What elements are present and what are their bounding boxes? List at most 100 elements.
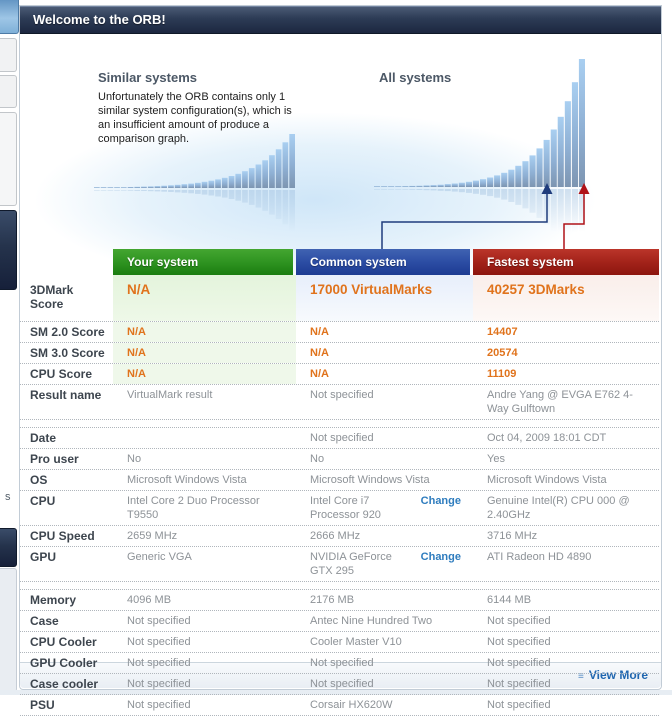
table-row: Memory 4096 MB 2176 MB 6144 MB xyxy=(20,589,659,611)
comparison-table: Your system Common system Fastest system… xyxy=(20,249,659,716)
view-more-link[interactable]: ≡ View More xyxy=(578,663,648,689)
fastest-system-cell: ATI Radeon HD 4890 xyxy=(487,551,592,563)
sidebar-fragment-dark-header-1[interactable] xyxy=(0,210,17,290)
your-system-cell: N/A xyxy=(113,322,296,342)
row-label: Result name xyxy=(30,388,102,402)
fastest-system-marker-arrow-icon xyxy=(578,183,590,194)
your-system-cell: Not specified xyxy=(127,636,191,648)
common-system-cell: No xyxy=(310,453,325,465)
row-label: Case xyxy=(30,614,59,628)
row-label: Pro user xyxy=(30,452,79,466)
common-system-cell: N/A xyxy=(310,368,329,380)
panel-content: Similar systems Unfortunately the ORB co… xyxy=(20,34,661,716)
similar-systems-chart xyxy=(94,134,295,231)
row-label: CPU Cooler xyxy=(30,635,97,649)
fastest-system-cell: 14407 xyxy=(487,326,518,338)
table-row: 3DMark Score N/A 17000 VirtualMarks 4025… xyxy=(20,275,659,322)
your-system-cell: N/A xyxy=(113,364,296,384)
panel-footer: ≡ View More xyxy=(20,662,661,688)
common-system-cell: Not specified xyxy=(310,389,374,401)
fastest-system-cell: Not specified xyxy=(487,657,551,669)
table-row: SM 2.0 Score N/A N/A 14407 xyxy=(20,322,659,343)
fastest-system-cell: 3716 MHz xyxy=(487,530,538,542)
common-system-cell: Change Intel Core i7 Processor 920 xyxy=(310,495,461,521)
fastest-system-cell: 40257 3DMarks xyxy=(473,275,659,321)
common-system-cell: N/A xyxy=(310,347,329,359)
page-bottom-strip xyxy=(0,690,672,695)
change-link[interactable]: Change xyxy=(420,551,461,563)
your-system-cell: 2659 MHz xyxy=(127,530,178,542)
table-row: Case Not specified Antec Nine Hundred Tw… xyxy=(20,611,659,632)
row-label: CPU xyxy=(30,494,56,508)
your-system-cell: No xyxy=(127,453,142,465)
table-row: Case cooler Not specified Not specified … xyxy=(20,674,659,695)
common-system-connector xyxy=(381,194,548,249)
common-system-cell: Corsair HX620W xyxy=(310,699,393,711)
all-systems-heading: All systems xyxy=(379,70,452,85)
table-row: CPU Speed 2659 MHz 2666 MHz 3716 MHz xyxy=(20,526,659,547)
fastest-system-cell: Andre Yang @ EVGA E762 4-Way Gulftown xyxy=(487,389,633,415)
common-system-marker-arrow-icon xyxy=(541,183,553,194)
table-row: Result name VirtualMark result Not speci… xyxy=(20,385,659,420)
common-system-cell: Not specified xyxy=(310,657,374,669)
similar-systems-heading: Similar systems xyxy=(98,70,198,85)
row-label: SM 2.0 Score xyxy=(30,325,105,339)
row-label: GPU Cooler xyxy=(30,656,98,670)
all-systems-chart xyxy=(374,59,585,249)
sidebar-fragment-panel-2[interactable] xyxy=(0,568,17,692)
fastest-system-cell: Yes xyxy=(487,453,505,465)
table-row: CPU Intel Core 2 Duo Processor T9550 Cha… xyxy=(20,491,659,526)
sidebar-fragment-button-2[interactable] xyxy=(0,75,17,108)
fastest-system-cell: Oct 04, 2009 18:01 CDT xyxy=(487,432,607,444)
common-system-cell: 2666 MHz xyxy=(310,530,361,542)
fastest-system-cell: 20574 xyxy=(487,347,518,359)
sidebar-fragment-button-1[interactable] xyxy=(0,38,17,72)
column-header-fastest-system: Fastest system xyxy=(473,249,659,275)
your-system-cell: Not specified xyxy=(127,678,191,690)
systems-distribution-chart xyxy=(94,59,590,249)
table-row: GPU Generic VGA Change NVIDIA GeForce GTX… xyxy=(20,547,659,582)
row-label: PSU xyxy=(30,698,55,712)
row-label: CPU Speed xyxy=(30,529,95,543)
your-system-cell: Not specified xyxy=(127,699,191,711)
table-row: PSU Not specified Corsair HX620W Not spe… xyxy=(20,695,659,716)
common-system-cell: Change NVIDIA GeForce GTX 295 xyxy=(310,551,461,577)
list-icon: ≡ xyxy=(578,671,584,682)
table-row: GPU Cooler Not specified Not specified N… xyxy=(20,653,659,674)
view-more-label: View More xyxy=(588,668,648,682)
your-system-cell: VirtualMark result xyxy=(127,389,213,401)
sidebar-fragment-panel[interactable] xyxy=(0,112,17,206)
common-system-cell: N/A xyxy=(310,326,329,338)
comparison-table-rows: 3DMark Score N/A 17000 VirtualMarks 4025… xyxy=(20,275,659,716)
table-row: SM 3.0 Score N/A N/A 20574 xyxy=(20,343,659,364)
your-system-cell: Generic VGA xyxy=(127,551,192,563)
fastest-system-cell: Not specified xyxy=(487,699,551,711)
fastest-system-cell: 6144 MB xyxy=(487,594,532,606)
row-label: Date xyxy=(30,431,57,445)
table-row: CPU Cooler Not specified Cooler Master V… xyxy=(20,632,659,653)
sidebar-fragment-blue-button[interactable] xyxy=(0,0,19,34)
table-row: Pro user No No Yes xyxy=(20,449,659,470)
header-spacer xyxy=(20,249,113,275)
row-label: SM 3.0 Score xyxy=(30,346,105,360)
common-system-cell: 2176 MB xyxy=(310,594,355,606)
change-link[interactable]: Change xyxy=(420,495,461,507)
sidebar-truncated-text: s xyxy=(5,491,11,503)
sidebar-fragment-dark-header-2[interactable] xyxy=(0,528,17,567)
comparison-table-header: Your system Common system Fastest system xyxy=(20,249,659,275)
common-system-cell: Not specified xyxy=(310,678,374,690)
panel-titlebar: Welcome to the ORB! xyxy=(20,6,661,34)
your-system-cell: Not specified xyxy=(127,657,191,669)
common-system-cell: Not specified xyxy=(310,432,374,444)
common-system-cell: Antec Nine Hundred Two xyxy=(310,615,433,627)
row-label: Memory xyxy=(30,593,77,607)
orb-panel: Welcome to the ORB! Similar systems Unfo… xyxy=(19,5,662,716)
panel-title: Welcome to the ORB! xyxy=(33,12,166,27)
fastest-system-cell: Not specified xyxy=(487,636,551,648)
row-label: 3DMark Score xyxy=(30,283,74,311)
your-system-cell: N/A xyxy=(113,343,296,363)
your-system-cell xyxy=(113,428,296,448)
row-label: OS xyxy=(30,473,48,487)
common-system-cell: Cooler Master V10 xyxy=(310,636,402,648)
fastest-system-cell: Microsoft Windows Vista xyxy=(487,474,607,486)
